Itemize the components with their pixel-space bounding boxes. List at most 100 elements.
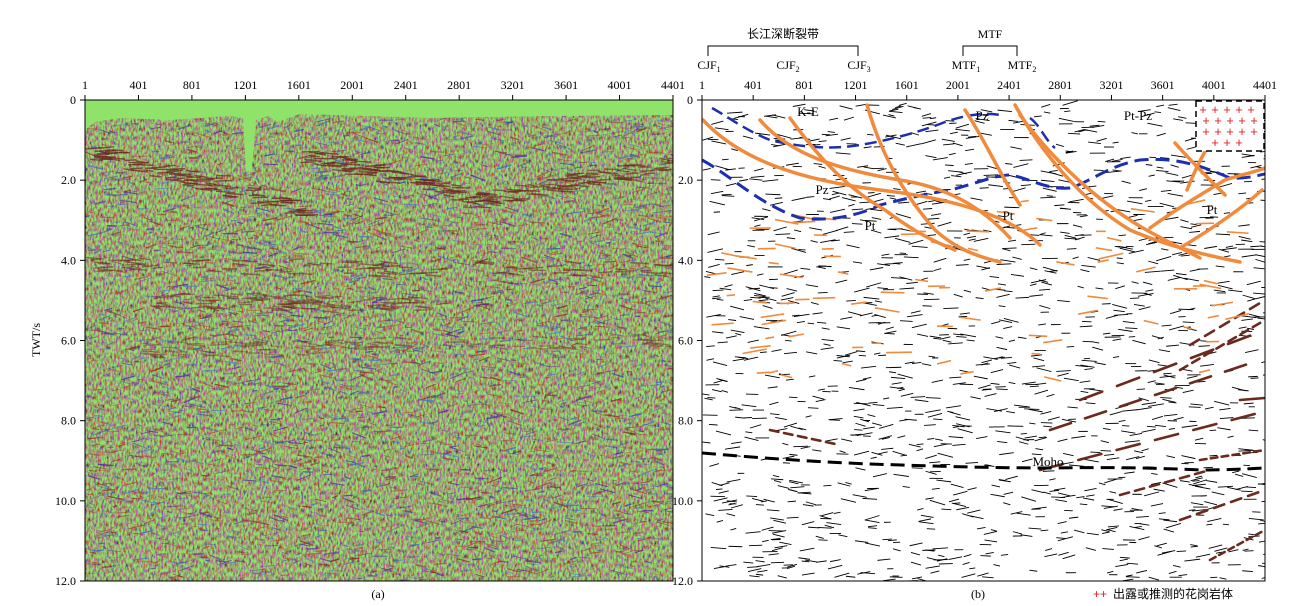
seismic-reflector <box>367 274 381 278</box>
seismic-stroke <box>354 245 368 249</box>
seismic-stroke <box>375 303 386 309</box>
seismic-reflector <box>361 298 374 301</box>
seismic-stroke <box>198 309 206 313</box>
seismic-stroke <box>235 426 245 430</box>
seismic-stroke <box>498 151 512 156</box>
seismic-stroke <box>460 520 467 524</box>
seismic-stroke <box>452 290 465 295</box>
reflector-dash <box>959 312 970 315</box>
seismic-stroke <box>91 388 103 391</box>
seismic-stroke <box>595 538 605 541</box>
seismic-stroke <box>622 531 630 533</box>
seismic-stroke <box>86 563 101 565</box>
reflector-dash <box>807 322 815 325</box>
seismic-stroke <box>351 407 364 411</box>
seismic-stroke <box>451 172 463 178</box>
seismic-stroke <box>579 161 589 164</box>
seismic-reflector <box>565 174 579 177</box>
seismic-stroke <box>166 530 181 536</box>
reflector-dash <box>762 305 773 309</box>
seismic-reflector <box>330 161 349 166</box>
seismic-stroke <box>372 228 381 232</box>
reflector-dash <box>864 515 880 521</box>
seismic-stroke <box>635 460 641 463</box>
fault-label-cjf3: CJF3 <box>847 58 870 74</box>
seismic-stroke <box>624 503 632 507</box>
seismic-stroke <box>306 363 317 365</box>
reflector-dash <box>870 208 883 212</box>
seismic-stroke <box>360 161 374 167</box>
reflector-dash <box>1010 511 1023 515</box>
seismic-stroke <box>530 528 545 531</box>
reflector-dash <box>963 258 971 261</box>
seismic-stroke <box>105 570 116 574</box>
reflector-dash <box>1085 547 1097 551</box>
seismic-stroke <box>553 529 570 536</box>
reflector-dash <box>1081 359 1097 362</box>
seismic-stroke <box>232 535 240 539</box>
seismic-stroke <box>413 413 427 419</box>
seismic-stroke <box>510 136 520 141</box>
seismic-stroke <box>377 429 391 434</box>
seismic-stroke <box>630 267 636 270</box>
upper-crust-tick <box>996 210 1016 215</box>
seismic-stroke <box>504 504 517 508</box>
seismic-stroke <box>406 196 411 200</box>
seismic-stroke <box>133 360 139 363</box>
seismic-stroke <box>109 559 116 562</box>
reflector-dash <box>812 312 823 315</box>
reflector-dash <box>710 546 727 550</box>
seismic-stroke <box>393 221 403 225</box>
reflector-dash <box>769 401 779 406</box>
reflector-dash <box>786 237 796 240</box>
seismic-reflector <box>264 307 283 310</box>
seismic-stroke <box>664 188 673 192</box>
seismic-stroke <box>533 472 546 479</box>
reflector-dash <box>1242 473 1257 478</box>
seismic-stroke <box>586 495 603 498</box>
seismic-stroke <box>179 454 186 458</box>
seismic-stroke <box>465 496 482 501</box>
reflector-dash <box>1156 256 1172 262</box>
seismic-stroke <box>544 438 559 443</box>
seismic-reflector <box>124 263 141 266</box>
seismic-stroke <box>482 235 492 237</box>
reflector-dash <box>1060 231 1070 234</box>
seismic-stroke <box>129 454 143 458</box>
y-tick-label: 6.0 <box>61 334 76 348</box>
seismic-stroke <box>436 247 446 250</box>
seismic-stroke <box>167 576 178 581</box>
seismic-reflector <box>549 347 565 350</box>
reflector-dash <box>1012 256 1022 260</box>
reflector-dash <box>995 430 1011 434</box>
seismic-reflector <box>149 175 162 178</box>
seismic-stroke <box>613 317 621 321</box>
reflector-dash <box>853 415 864 419</box>
seismic-stroke <box>326 187 341 193</box>
seismic-stroke <box>94 200 106 205</box>
reflector-dash <box>893 188 901 191</box>
reflector-dash <box>1053 487 1066 491</box>
reflector-dash <box>919 521 934 525</box>
reflector-dash <box>969 515 984 520</box>
seismic-stroke <box>659 207 670 213</box>
seismic-stroke <box>328 336 335 339</box>
seismic-stroke <box>407 413 423 419</box>
seismic-stroke <box>412 362 420 365</box>
seismic-stroke <box>333 120 344 124</box>
seismic-stroke <box>103 175 119 180</box>
seismic-stroke <box>618 379 633 386</box>
seismic-stroke <box>274 362 287 367</box>
reflector-dash <box>818 140 827 143</box>
seismic-stroke <box>300 467 308 471</box>
reflector-dash <box>762 539 769 543</box>
reflector-dash <box>1044 553 1058 558</box>
reflector-dash <box>1167 107 1181 112</box>
reflector-dash <box>1241 254 1257 258</box>
seismic-stroke <box>450 169 464 172</box>
seismic-reflector <box>326 304 343 307</box>
upper-crust-tick <box>1225 312 1250 321</box>
seismic-reflector <box>518 267 532 270</box>
reflector-dash <box>704 397 713 401</box>
seismic-stroke <box>278 264 292 271</box>
